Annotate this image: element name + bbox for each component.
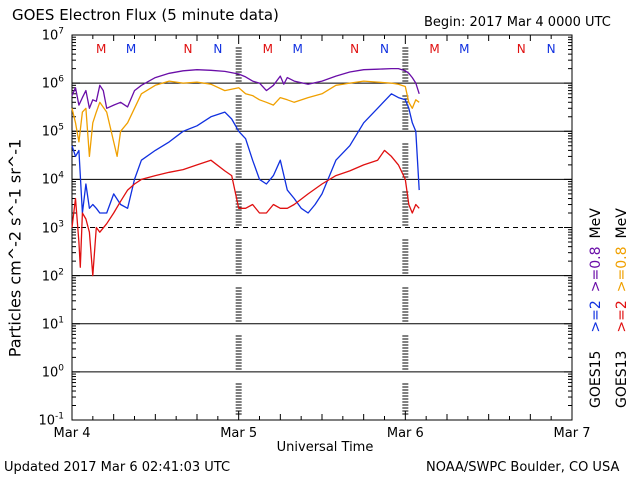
noon-midnight-marker: N: [183, 42, 193, 56]
y-tick-exponent: 0: [58, 363, 64, 374]
y-tick-label: 105: [42, 123, 64, 140]
noon-midnight-marker: M: [292, 42, 303, 56]
y-tick-base: 10: [41, 28, 59, 44]
y-tick-base: 10: [41, 317, 59, 333]
updated-timestamp: Updated 2017 Mar 6 02:41:03 UTC: [4, 460, 231, 475]
y-tick-base: 10: [41, 221, 59, 236]
y-tick-exponent: 6: [58, 74, 64, 85]
y-tick-label: 102: [42, 267, 64, 284]
y-tick-exponent: 5: [58, 122, 64, 133]
noon-midnight-marker: N: [546, 42, 556, 56]
noon-midnight-marker: N: [516, 42, 526, 56]
y-tick-label: 101: [42, 315, 64, 332]
series-goes15_08mev: [71, 67, 420, 109]
y-tick-exponent: 2: [58, 267, 64, 278]
y-tick-label: 104: [42, 171, 64, 188]
y-tick-label: 100: [42, 363, 64, 380]
y-tick-base: 10: [41, 76, 59, 92]
y-tick-label: 106: [42, 75, 64, 92]
y-tick-base: 10: [38, 413, 56, 429]
y-tick-base: 10: [41, 124, 59, 140]
y-tick-base: 10: [41, 172, 59, 188]
noon-midnight-marker: M: [429, 42, 440, 56]
y-axis-label: Particles cm^-2 s^-1 sr^-1: [5, 138, 25, 358]
y-tick-exponent: 3: [58, 219, 64, 229]
y-tick-label: 107: [42, 27, 64, 44]
x-tick-label: Mar 5: [220, 426, 258, 441]
noon-midnight-marker: N: [350, 42, 360, 56]
chart-title: GOES Electron Flux (5 minute data): [12, 6, 279, 24]
y-tick-label: 103: [42, 219, 64, 236]
y-tick-base: 10: [41, 365, 59, 381]
y-tick-label: 10-1: [38, 412, 64, 429]
y-tick-base: 10: [41, 269, 59, 285]
legend-item: MeV: [614, 208, 630, 239]
legend-item: >=0.8: [588, 246, 604, 293]
day-dividers: [235, 47, 409, 415]
noon-midnight-marker: M: [459, 42, 470, 56]
noon-midnight-marker: M: [262, 42, 274, 56]
x-tick-label: Mar 6: [386, 426, 424, 441]
x-tick-label: Mar 7: [553, 426, 591, 441]
legend-column: GOES15 >=2 >=0.8 MeV: [588, 200, 604, 408]
legend-column: GOES13 >=2 >=0.8 MeV: [614, 200, 630, 408]
series-goes13_2mev: [71, 149, 420, 277]
y-tick-exponent: 7: [58, 26, 64, 37]
y-tick-exponent: -1: [55, 411, 64, 422]
series-goes15_2mev: [71, 93, 420, 214]
x-axis-label: Universal Time: [276, 440, 374, 455]
noon-midnight-marker: N: [380, 42, 389, 56]
series-goes13_08mev: [71, 80, 420, 158]
noon-midnight-marker: N: [213, 42, 223, 56]
y-tick-exponent: 1: [58, 315, 64, 326]
legend-item: >=2: [614, 300, 630, 333]
series-lines: [71, 67, 420, 277]
legend-item: >=0.8: [614, 246, 630, 293]
noon-midnight-marker: M: [95, 42, 107, 56]
legend-item: GOES13: [614, 350, 630, 408]
noon-midnight-marker: M: [125, 42, 137, 56]
credit-label: NOAA/SWPC Boulder, CO USA: [426, 460, 620, 475]
legend-item: GOES15: [588, 350, 604, 408]
legend-item: MeV: [588, 208, 604, 239]
y-tick-exponent: 4: [58, 170, 64, 181]
begin-time: Begin: 2017 Mar 4 0000 UTC: [424, 15, 611, 30]
legend-item: >=2: [588, 300, 604, 333]
x-tick-label: Mar 4: [53, 426, 91, 441]
